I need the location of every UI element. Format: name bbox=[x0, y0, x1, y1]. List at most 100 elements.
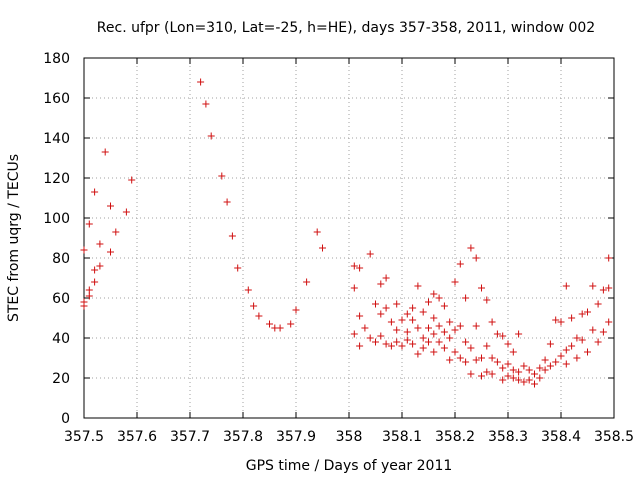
data-point bbox=[451, 348, 459, 356]
data-point bbox=[409, 304, 417, 312]
y-tick-label: 140 bbox=[43, 131, 70, 147]
data-point bbox=[403, 328, 411, 336]
data-point bbox=[605, 254, 613, 262]
data-point bbox=[451, 326, 459, 334]
data-point bbox=[430, 314, 438, 322]
data-point bbox=[393, 326, 401, 334]
data-point bbox=[568, 314, 576, 322]
data-point bbox=[509, 366, 517, 374]
data-point bbox=[504, 372, 512, 380]
data-point bbox=[557, 352, 565, 360]
data-point bbox=[578, 310, 586, 318]
data-point bbox=[85, 292, 93, 300]
x-tick-label: 357.9 bbox=[276, 429, 316, 445]
x-tick-label: 357.7 bbox=[170, 429, 210, 445]
data-point bbox=[80, 246, 88, 254]
data-point bbox=[377, 280, 385, 288]
data-point bbox=[382, 304, 390, 312]
data-point bbox=[223, 198, 231, 206]
data-point bbox=[488, 318, 496, 326]
data-point bbox=[430, 290, 438, 298]
data-point bbox=[589, 326, 597, 334]
data-point bbox=[107, 202, 114, 210]
data-point bbox=[366, 334, 374, 342]
data-point bbox=[409, 340, 417, 348]
data-point bbox=[350, 284, 358, 292]
x-tick-label: 358.2 bbox=[435, 429, 475, 445]
chart-title: Rec. ufpr (Lon=310, Lat=-25, h=HE), days… bbox=[97, 20, 595, 36]
data-point bbox=[584, 308, 591, 316]
data-point bbox=[472, 254, 480, 262]
data-point bbox=[96, 262, 104, 270]
data-point bbox=[350, 262, 358, 270]
data-point bbox=[440, 328, 448, 336]
data-point bbox=[456, 322, 464, 330]
data-point bbox=[266, 320, 273, 328]
x-tick-label: 358.3 bbox=[488, 429, 528, 445]
data-point bbox=[499, 364, 507, 372]
data-point bbox=[488, 354, 496, 362]
data-point bbox=[525, 366, 533, 374]
x-tick-label: 358 bbox=[336, 429, 363, 445]
data-point bbox=[531, 380, 538, 388]
data-point bbox=[276, 324, 284, 332]
data-point bbox=[197, 78, 205, 86]
x-tick-label: 357.8 bbox=[223, 429, 263, 445]
data-point bbox=[91, 266, 99, 274]
data-points bbox=[80, 78, 613, 388]
plot-frame bbox=[83, 57, 615, 419]
data-point bbox=[218, 172, 226, 180]
data-point bbox=[515, 368, 523, 376]
data-point bbox=[303, 278, 311, 286]
data-point bbox=[557, 318, 565, 326]
data-point bbox=[467, 244, 475, 252]
y-tick-label: 0 bbox=[61, 411, 70, 427]
data-point bbox=[430, 330, 438, 338]
data-point bbox=[605, 284, 613, 292]
data-point bbox=[552, 358, 560, 366]
data-point bbox=[483, 368, 491, 376]
data-point bbox=[377, 310, 385, 318]
data-point bbox=[504, 340, 512, 348]
data-point bbox=[499, 376, 507, 384]
data-point bbox=[361, 324, 369, 332]
data-point bbox=[419, 308, 427, 316]
data-point bbox=[504, 360, 512, 368]
data-point bbox=[96, 240, 104, 248]
data-point bbox=[292, 306, 300, 314]
y-tick-label: 40 bbox=[52, 331, 70, 347]
data-point bbox=[584, 348, 591, 356]
data-point bbox=[101, 148, 109, 156]
data-point bbox=[382, 340, 390, 348]
data-point bbox=[414, 282, 422, 290]
data-point bbox=[440, 344, 448, 352]
data-point bbox=[478, 354, 485, 362]
data-point bbox=[313, 228, 321, 236]
data-point bbox=[520, 378, 528, 386]
data-point bbox=[393, 338, 401, 346]
data-point bbox=[393, 300, 401, 308]
data-point bbox=[573, 334, 581, 342]
data-point bbox=[509, 348, 517, 356]
data-point bbox=[594, 338, 602, 346]
data-point bbox=[478, 372, 485, 380]
y-tick-label: 160 bbox=[43, 91, 70, 107]
data-point bbox=[255, 312, 263, 320]
data-point bbox=[573, 354, 581, 362]
data-point bbox=[382, 274, 390, 282]
data-point bbox=[398, 342, 406, 350]
data-point bbox=[128, 176, 136, 184]
data-point bbox=[541, 356, 549, 364]
data-point bbox=[202, 100, 210, 108]
data-point bbox=[435, 322, 443, 330]
data-point bbox=[568, 342, 576, 350]
data-point bbox=[472, 322, 480, 330]
data-point bbox=[483, 296, 491, 304]
data-point bbox=[462, 338, 470, 346]
data-point bbox=[80, 302, 88, 310]
data-point bbox=[467, 344, 475, 352]
data-point bbox=[234, 264, 242, 272]
data-point bbox=[562, 346, 570, 354]
data-point bbox=[403, 310, 411, 318]
data-point bbox=[387, 318, 395, 326]
